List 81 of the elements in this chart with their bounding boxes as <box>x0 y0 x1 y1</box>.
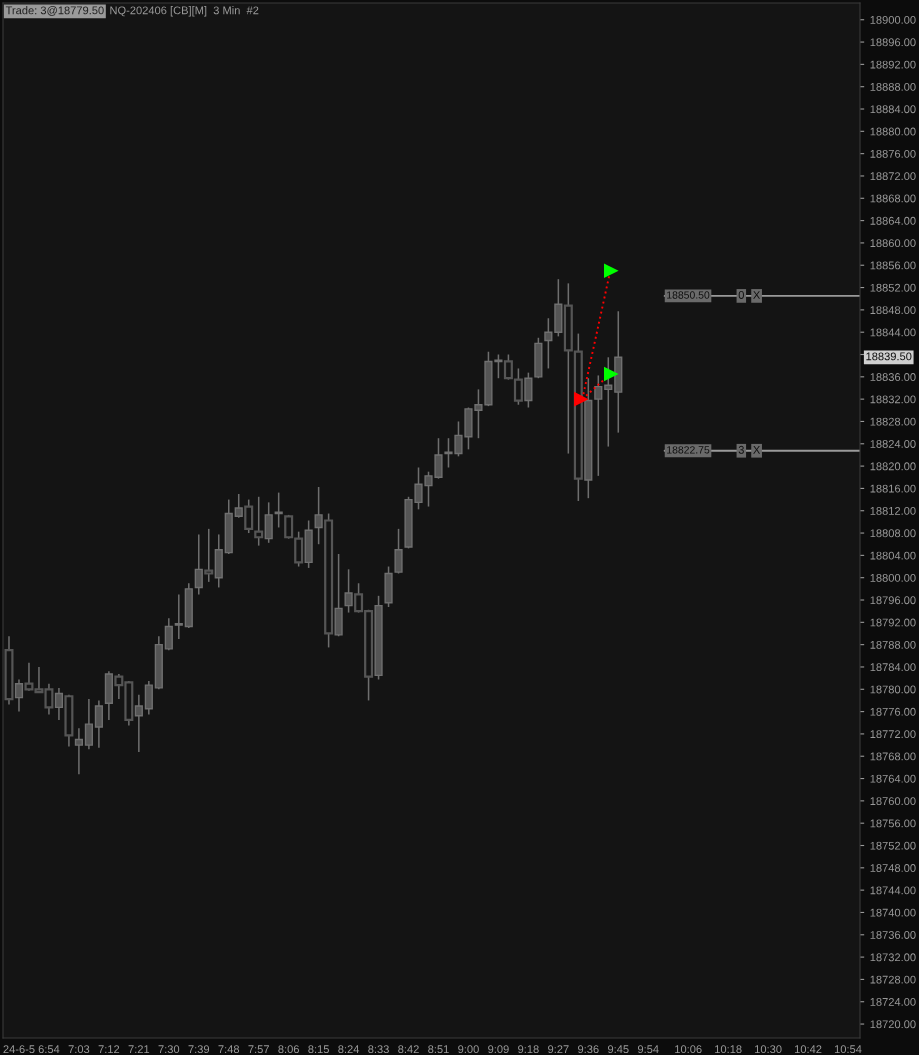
y-tick-label: 18752.00 <box>870 841 916 850</box>
y-tick-label: 18820.00 <box>870 462 916 471</box>
y-tick-label: 18772.00 <box>870 730 916 739</box>
y-tick-label: 18724.00 <box>870 998 916 1006</box>
y-tick-label: 18876.00 <box>870 149 916 158</box>
y-tick-label: 18856.00 <box>870 261 916 270</box>
y-tick-label: 18788.00 <box>870 640 916 649</box>
chart-subtitle: NQ-202406 [CB][M] 3 Min #2 <box>110 6 259 17</box>
x-tick-label: 7:03 <box>68 1045 90 1054</box>
x-tick-label: 10:06 <box>675 1045 702 1054</box>
x-tick-label: 8:24 <box>338 1045 360 1054</box>
x-tick-label: 8:33 <box>368 1045 389 1054</box>
x-tick-label: 24-6-5 <box>3 1045 35 1054</box>
x-tick-label: 9:36 <box>578 1045 599 1054</box>
x-tick-label: 7:48 <box>218 1045 240 1054</box>
y-tick-label: 18784.00 <box>870 663 916 672</box>
y-tick-label: 18896.00 <box>870 38 916 47</box>
y-tick-label: 18744.00 <box>870 886 916 895</box>
y-tick-label: 18900.00 <box>870 16 916 24</box>
x-tick-label: 10:18 <box>715 1045 742 1054</box>
x-tick-label: 9:00 <box>458 1045 479 1054</box>
y-tick-label: 18868.00 <box>870 194 916 203</box>
x-tick-label: 8:42 <box>398 1045 419 1054</box>
y-tick-label: 18824.00 <box>870 440 916 448</box>
y-tick-label: 18760.00 <box>870 797 916 806</box>
y-tick-label: 18796.00 <box>870 596 916 605</box>
y-tick-label: 18792.00 <box>870 618 916 627</box>
y-tick-label: 18828.00 <box>870 417 916 426</box>
x-tick-label: 10:54 <box>834 1045 862 1054</box>
y-tick-label: 18804.00 <box>870 551 916 560</box>
y-tick-label: 18732.00 <box>870 953 916 962</box>
y-tick-label: 18892.00 <box>870 60 916 69</box>
y-tick-label: 18740.00 <box>870 908 916 917</box>
y-tick-label: 18816.00 <box>870 484 916 493</box>
y-tick-label: 18836.00 <box>870 373 916 381</box>
y-tick-label: 18852.00 <box>870 283 916 292</box>
y-tick-label: 18872.00 <box>870 172 916 181</box>
y-tick-label: 18756.00 <box>870 819 916 828</box>
y-tick-label: 18720.00 <box>870 1020 916 1029</box>
annotation: X <box>753 291 761 299</box>
y-tick-label: 18848.00 <box>870 306 916 315</box>
x-tick-label: 7:12 <box>98 1045 120 1053</box>
y-tick-label: 18748.00 <box>870 864 916 872</box>
x-tick-label: 8:06 <box>278 1045 299 1054</box>
chart-title: Trade: 3@18779.50 <box>5 6 104 16</box>
ref-line-label: 18822.75 <box>667 446 710 454</box>
y-tick-label: 18780.00 <box>870 685 916 694</box>
y-tick-label: 18728.00 <box>870 975 916 984</box>
y-tick-label: 18860.00 <box>870 239 916 248</box>
annotation: 0 <box>738 291 744 299</box>
y-tick-label: 18884.00 <box>870 105 916 114</box>
x-tick-label: 10:30 <box>755 1045 782 1054</box>
y-tick-label: 18764.00 <box>870 774 916 783</box>
y-tick-label: 18800.00 <box>870 573 916 582</box>
y-tick-label: 18832.00 <box>870 395 916 404</box>
x-tick-label: 10:42 <box>795 1045 822 1054</box>
x-tick-label: 7:39 <box>188 1045 210 1054</box>
y-tick-label: 18888.00 <box>870 82 916 91</box>
y-tick-label: 18864.00 <box>870 216 916 225</box>
ref-line-label: 18850.50 <box>667 291 710 299</box>
y-tick-label: 18844.00 <box>870 328 916 337</box>
annotation: 3 <box>738 445 744 454</box>
y-tick-label: 18736.00 <box>870 931 916 939</box>
x-tick-label: 9:09 <box>488 1045 509 1054</box>
x-tick-label: 6:54 <box>38 1045 60 1054</box>
y-tick-label: 18776.00 <box>870 707 916 716</box>
x-tick-label: 7:30 <box>158 1045 180 1054</box>
x-tick-label: 9:18 <box>518 1045 539 1054</box>
annotation: X <box>753 445 761 454</box>
y-tick-label: 18768.00 <box>870 752 916 761</box>
x-tick-label: 9:54 <box>637 1045 659 1054</box>
x-tick-label: 7:57 <box>248 1045 269 1054</box>
x-tick-label: 7:21 <box>128 1045 150 1053</box>
x-tick-label: 8:51 <box>428 1045 449 1054</box>
x-tick-label: 8:15 <box>308 1045 329 1054</box>
x-tick-label: 9:45 <box>607 1045 629 1054</box>
text: 18839.50 <box>866 352 912 361</box>
x-tick-label: 9:27 <box>548 1045 569 1054</box>
y-tick-label: 18808.00 <box>870 529 916 538</box>
y-tick-label: 18880.00 <box>870 127 916 136</box>
y-tick-label: 18812.00 <box>870 507 916 515</box>
